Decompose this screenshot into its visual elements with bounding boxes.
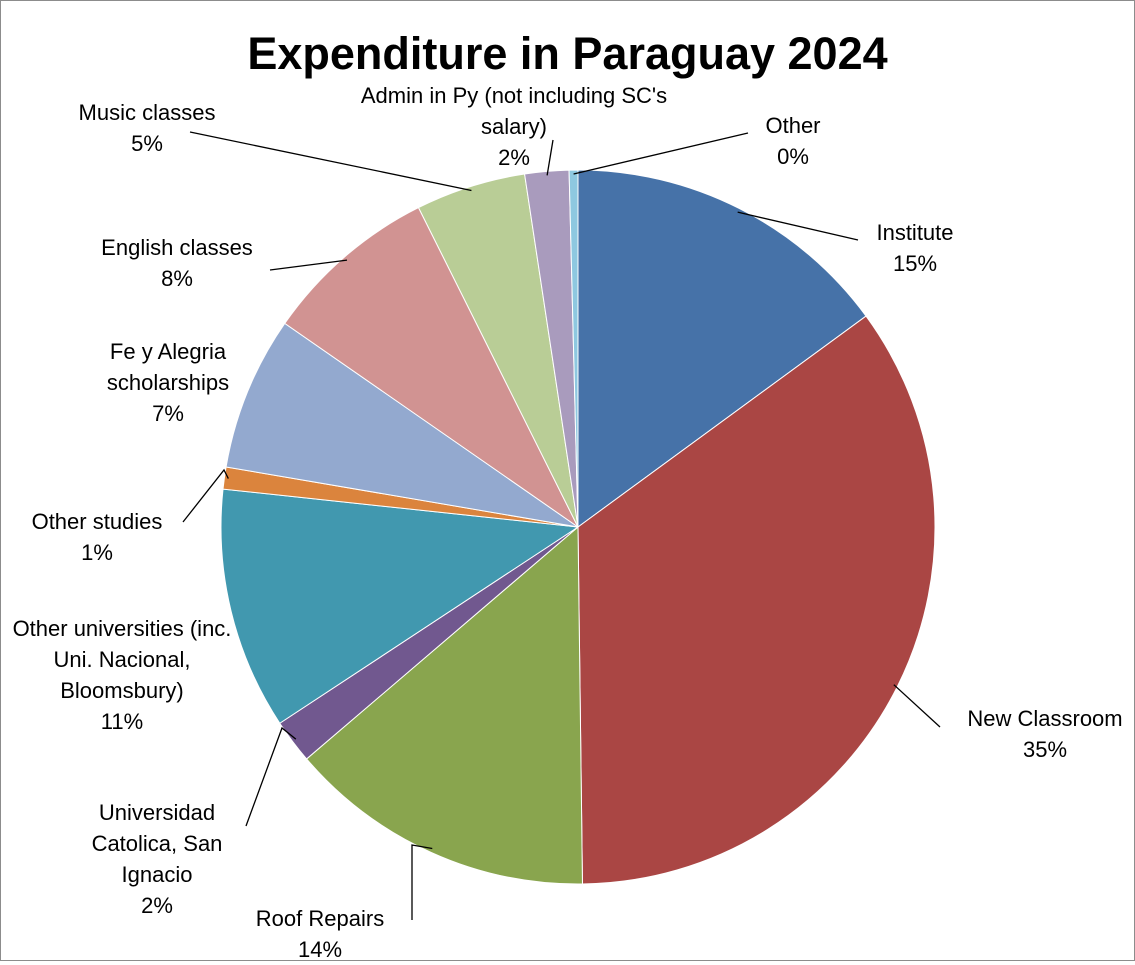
leader-line xyxy=(411,844,433,920)
data-label: Admin in Py (not including SC's salary) 2… xyxy=(354,80,674,173)
slice-percent: 7% xyxy=(152,401,184,426)
data-label: Other 0% xyxy=(748,110,838,172)
data-label: Other studies 1% xyxy=(12,506,182,568)
leader-line xyxy=(245,726,297,827)
chart-title: Expenditure in Paraguay 2024 xyxy=(247,28,888,79)
slice-name: Music classes xyxy=(78,100,216,125)
slice-percent: 15% xyxy=(892,251,938,276)
slice-name: Universidad Catolica, San Ignacio xyxy=(91,800,223,887)
data-label: Other universities (inc. Uni. Nacional, … xyxy=(2,613,242,737)
data-label: Universidad Catolica, San Ignacio 2% xyxy=(67,797,247,921)
pie-slice xyxy=(577,169,867,528)
leader-line xyxy=(737,211,859,241)
slice-name: English classes xyxy=(101,235,253,260)
leader-line xyxy=(546,139,554,176)
slice-percent: 35% xyxy=(1022,737,1068,762)
slice-name: Other xyxy=(765,113,821,138)
slice-name: Institute xyxy=(876,220,954,245)
slice-name: Other studies xyxy=(31,509,163,534)
slice-percent: 0% xyxy=(777,144,809,169)
leader-line xyxy=(189,131,472,192)
slice-percent: 1% xyxy=(81,540,113,565)
pie-slice xyxy=(220,488,580,724)
slice-percent: 5% xyxy=(131,131,163,156)
pie-slice xyxy=(568,169,579,528)
slice-percent: 14% xyxy=(297,937,343,962)
slice-name: Fe y Alegria scholarships xyxy=(106,339,230,395)
slice-percent: 11% xyxy=(100,709,144,734)
slice-name: Other universities (inc. Uni. Nacional, … xyxy=(12,616,232,703)
pie-slice xyxy=(305,525,583,885)
data-label: New Classroom 35% xyxy=(945,703,1135,765)
slice-percent: 2% xyxy=(141,893,173,918)
data-label: Roof Repairs 14% xyxy=(225,903,415,965)
leader-line xyxy=(182,468,229,523)
data-label: Fe y Alegria scholarships 7% xyxy=(88,336,248,429)
pie-slice xyxy=(225,322,579,528)
slice-name: Roof Repairs xyxy=(255,906,385,931)
pie-slice xyxy=(284,206,579,528)
slice-name: Admin in Py (not including SC's salary) xyxy=(360,83,668,139)
leader-line xyxy=(269,259,348,271)
slice-percent: 8% xyxy=(161,266,193,291)
slice-percent: 2% xyxy=(498,145,530,170)
data-label: Music classes 5% xyxy=(62,97,232,159)
pie-slice xyxy=(577,315,936,885)
leader-line xyxy=(573,132,749,175)
slice-name: New Classroom xyxy=(967,706,1123,731)
leader-line xyxy=(893,684,941,728)
data-label: English classes 8% xyxy=(82,232,272,294)
data-label: Institute 15% xyxy=(845,217,985,279)
